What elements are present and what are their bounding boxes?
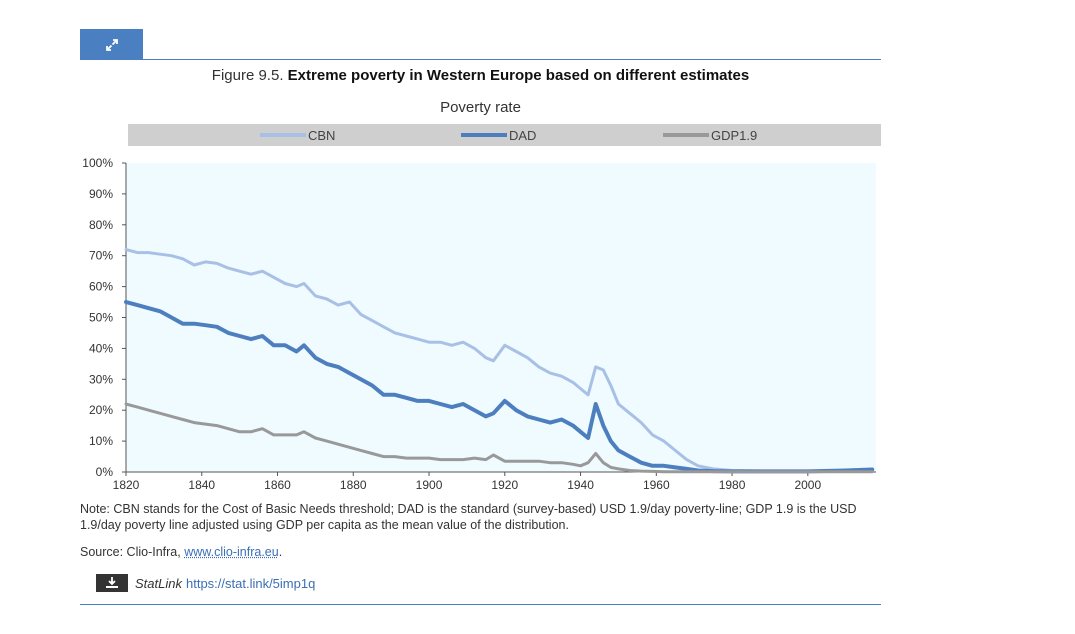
y-tick-label: 60% (89, 280, 113, 294)
bottom-rule (80, 604, 881, 605)
legend-item-dad: DAD (461, 124, 536, 146)
x-tick-label: 1960 (643, 478, 670, 492)
y-tick-label: 90% (89, 187, 113, 201)
x-tick-label: 1940 (567, 478, 594, 492)
legend-swatch-cbn (260, 133, 306, 137)
y-tick-label: 0% (96, 465, 114, 479)
statlink: StatLink https://stat.link/5imp1q (96, 574, 315, 592)
statlink-url[interactable]: https://stat.link/5imp1q (185, 575, 316, 591)
line-chart: 0% 10% 20% 30% 40% 50% 60% 70% 80% 90% 100% 1820 184… (82, 156, 876, 492)
series-line-dad (124, 300, 875, 474)
series-line-gdp (124, 402, 874, 474)
x-tick-label: 1860 (264, 478, 291, 492)
source-link[interactable]: www.clio-infra.eu (184, 545, 279, 559)
x-tick-label: 1920 (491, 478, 518, 492)
x-tick-label: 2000 (794, 478, 821, 492)
legend: CBN DAD GDP1.9 (128, 124, 881, 146)
source-prefix: Source: Clio-Infra, (80, 545, 185, 559)
y-tick-label: 70% (89, 249, 113, 263)
expand-button[interactable] (80, 29, 143, 60)
legend-item-cbn: CBN (260, 124, 335, 146)
figure-title: Figure 9.5. Extreme poverty in Western E… (80, 67, 881, 84)
legend-swatch-gdp (663, 133, 709, 137)
y-tick-label: 20% (89, 403, 113, 417)
statlink-label: StatLink (135, 575, 182, 591)
x-tick-label: 1880 (340, 478, 367, 492)
figure-title-text: Extreme poverty in Western Europe based … (287, 67, 750, 84)
figure-label: Figure 9.5. (211, 67, 284, 84)
y-tick-label: 30% (89, 372, 113, 386)
top-rule (80, 59, 881, 60)
y-tick-label: 80% (89, 218, 113, 232)
y-tick-label: 100% (82, 156, 113, 170)
y-tick-label: 40% (89, 341, 113, 355)
legend-item-gdp: GDP1.9 (663, 124, 757, 146)
y-tick-label: 50% (89, 311, 113, 325)
x-tick-label: 1900 (416, 478, 443, 492)
expand-icon (105, 38, 118, 51)
series-line-cbn (124, 248, 874, 473)
x-tick-label: 1820 (113, 478, 140, 492)
download-button[interactable] (96, 574, 128, 592)
legend-swatch-dad (461, 133, 507, 137)
x-tick-label: 1840 (188, 478, 215, 492)
download-icon (106, 577, 118, 588)
x-tick-label: 1980 (719, 478, 746, 492)
chart-subtitle: Poverty rate (440, 99, 521, 116)
y-tick-label: 10% (89, 434, 113, 448)
source-suffix: . (278, 545, 283, 559)
legend-label-gdp: GDP1.9 (711, 127, 758, 143)
legend-label-dad: DAD (509, 127, 537, 143)
source-line: Source: Clio-Infra, www.clio-infra.eu. (80, 545, 282, 559)
plot-area (126, 163, 876, 472)
chart-note: Note: CBN stands for the Cost of Basic N… (80, 502, 857, 532)
legend-label-cbn: CBN (308, 127, 336, 143)
